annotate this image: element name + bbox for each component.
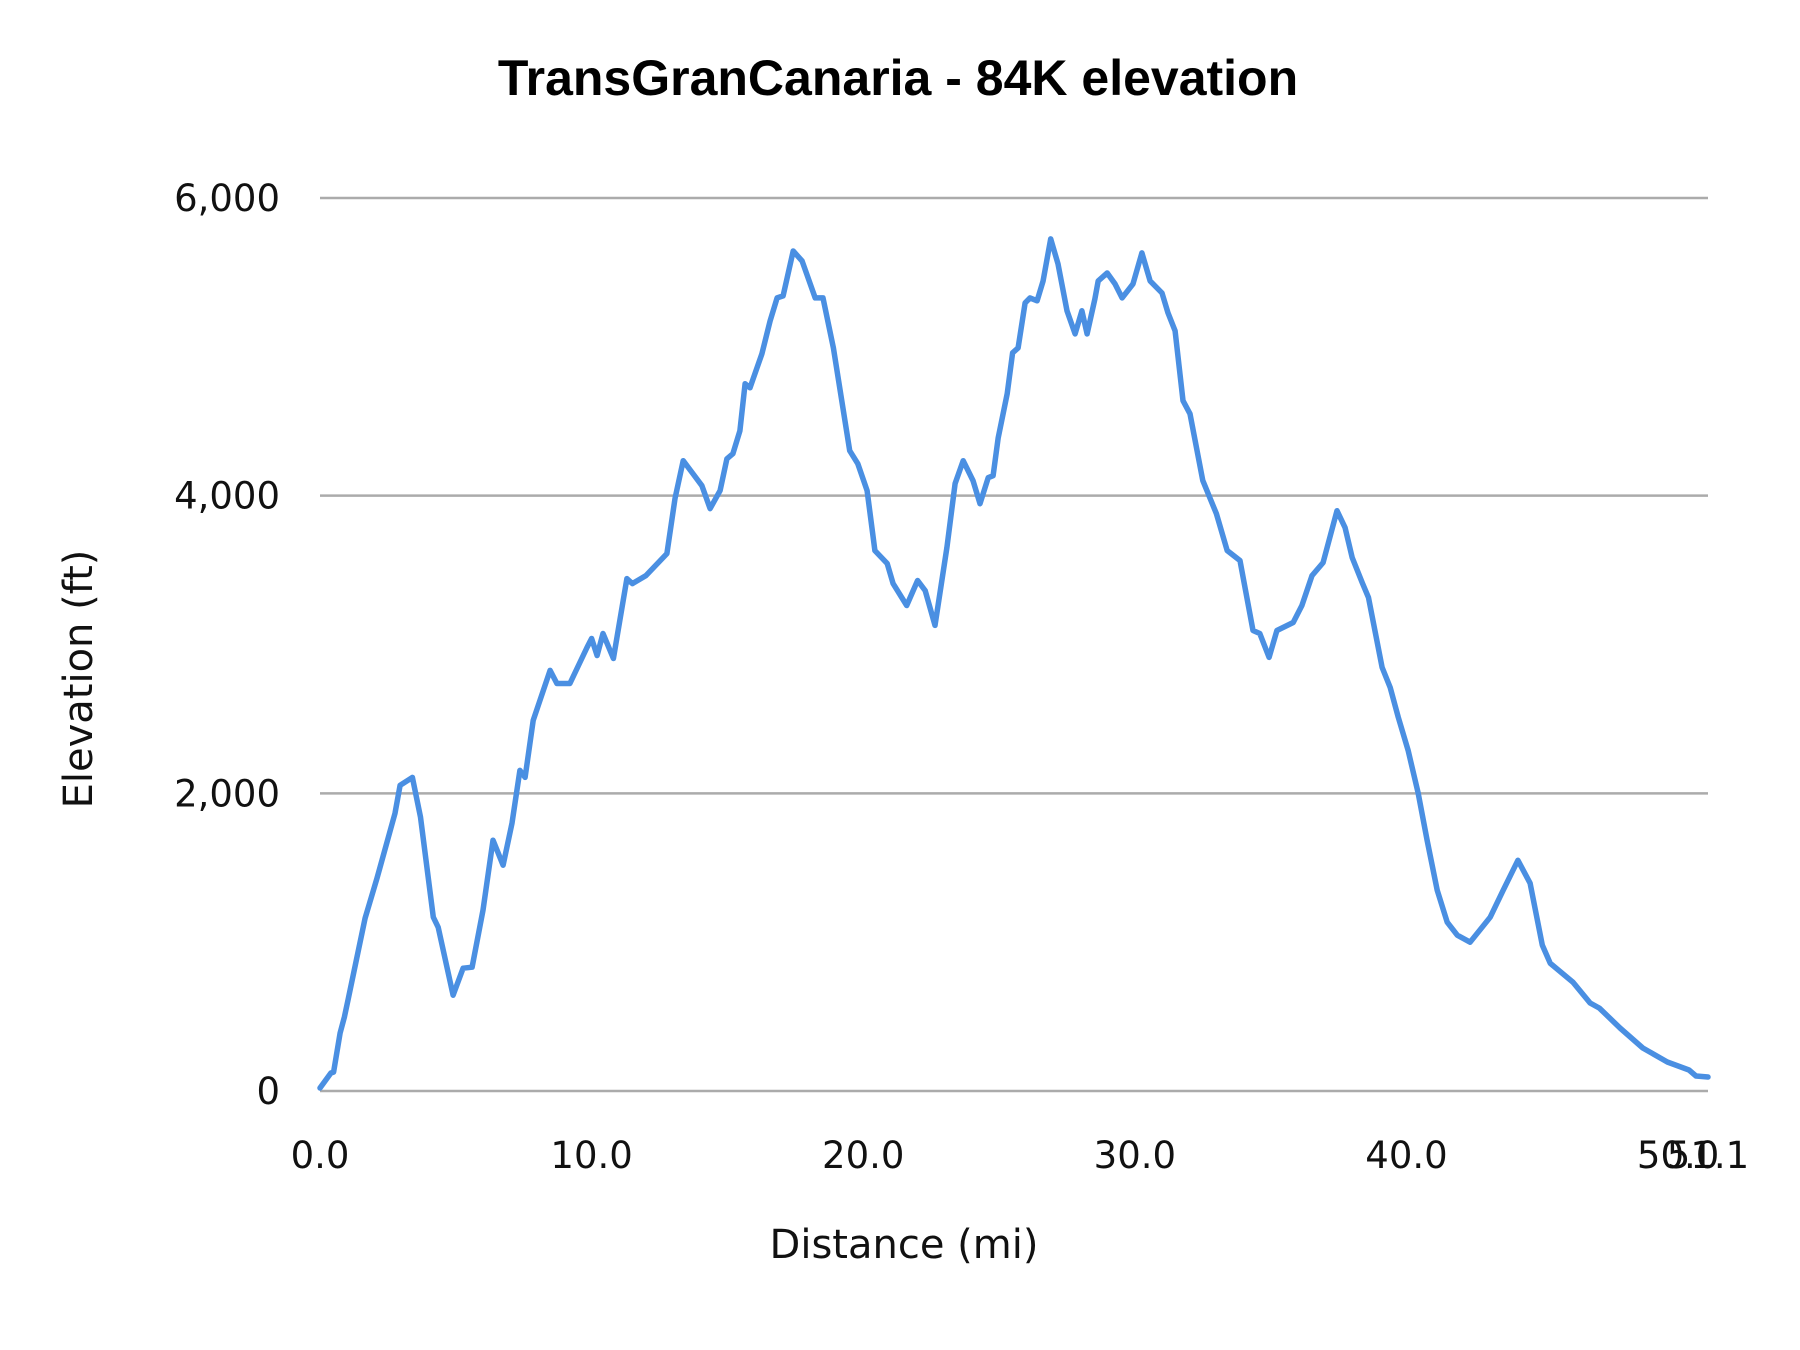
x-tick-label: 30.0	[1094, 1134, 1176, 1177]
x-axis-ticks: 0.0 10.0 20.0 30.0 40.0 50.051.1	[291, 1134, 1750, 1177]
x-tick-label: 40.0	[1365, 1134, 1447, 1177]
x-tick-label: 20.0	[822, 1134, 904, 1177]
x-tick-label: 0.0	[291, 1134, 350, 1177]
x-tick-label: 50.0	[1637, 1134, 1719, 1177]
y-axis-label: Elevation (ft)	[56, 550, 102, 809]
y-tick-label: 2,000	[174, 772, 280, 815]
y-tick-label: 4,000	[174, 475, 280, 518]
y-axis-ticks: 0 2,000 4,000 6,000	[174, 177, 280, 1113]
x-tick-label: 10.0	[550, 1134, 632, 1177]
y-tick-label: 6,000	[174, 177, 280, 220]
elevation-line	[317, 236, 1711, 1091]
gridlines	[320, 196, 1708, 1093]
x-axis-label: Distance (mi)	[770, 1222, 1039, 1268]
x-tick-label: 51.1	[1667, 1134, 1749, 1177]
y-tick-label: 0	[256, 1070, 280, 1113]
chart-title: TransGranCanaria - 84K elevation	[498, 50, 1298, 106]
